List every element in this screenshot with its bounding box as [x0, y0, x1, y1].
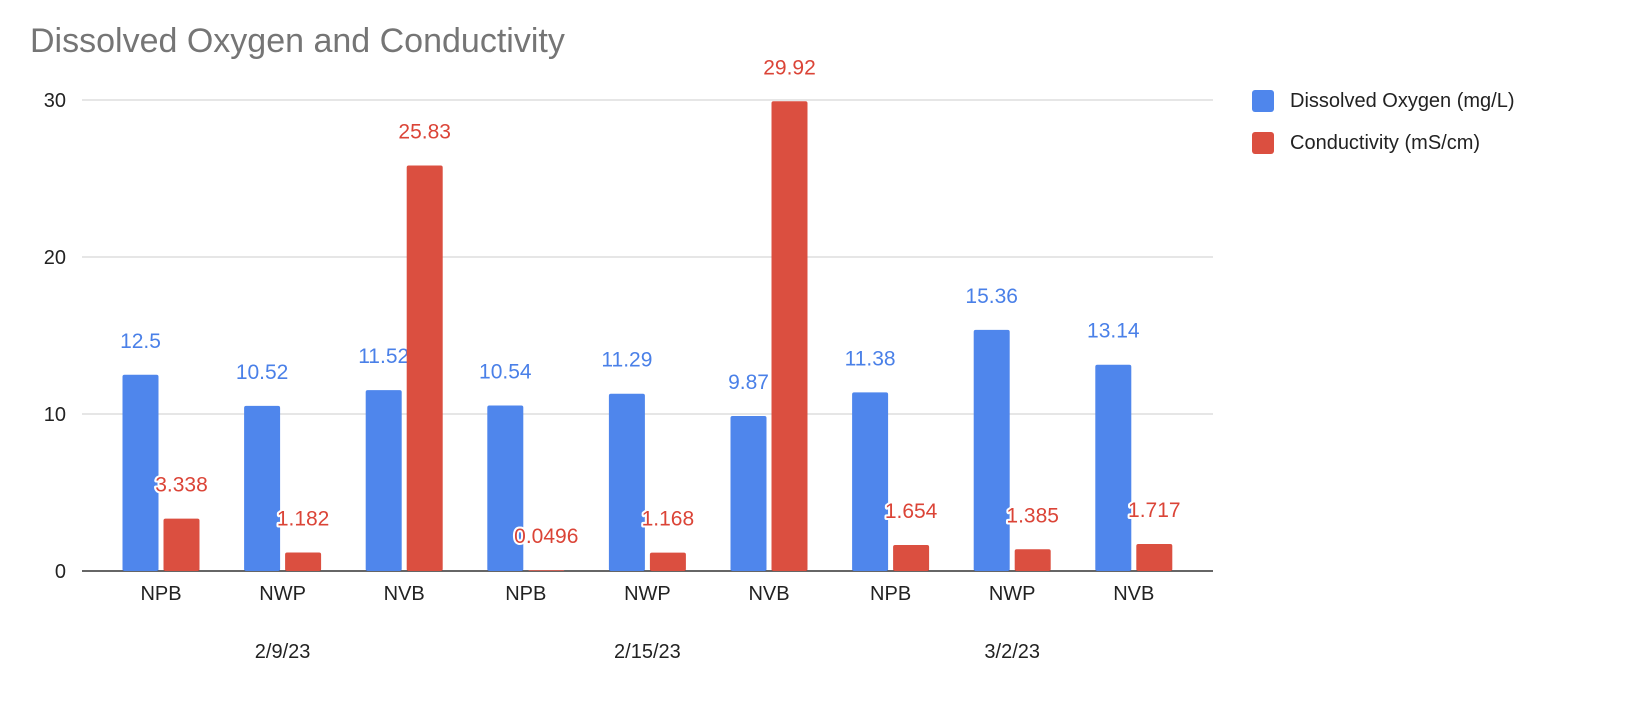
data-label-conductivity: 1.168	[642, 508, 695, 531]
bar-conductivity	[285, 552, 322, 571]
data-label-dissolved-oxygen: 9.87	[728, 371, 769, 394]
y-tick-label: 10	[44, 404, 66, 426]
x-group-label: 2/15/23	[614, 641, 681, 663]
x-tick-label: NPB	[870, 583, 911, 605]
y-tick-label: 30	[44, 90, 66, 112]
data-label-dissolved-oxygen: 11.52	[358, 345, 409, 368]
data-label-conductivity: 3.338	[155, 474, 208, 497]
data-label-dissolved-oxygen: 12.5	[120, 330, 161, 353]
x-tick-label: NPB	[505, 583, 546, 605]
legend-item-conductivity: Conductivity (mS/cm)	[1252, 128, 1515, 158]
data-label-conductivity: 1.717	[1128, 499, 1181, 522]
legend-label-conductivity: Conductivity (mS/cm)	[1290, 131, 1481, 154]
data-label-conductivity: 1.385	[1006, 504, 1059, 527]
bar-dissolved-oxygen	[122, 374, 159, 571]
data-label-conductivity: 1.182	[277, 507, 330, 530]
data-label-dissolved-oxygen: 10.54	[479, 361, 532, 384]
data-label-dissolved-oxygen: 10.52	[236, 361, 289, 384]
data-label-dissolved-oxygen: 11.38	[845, 347, 896, 370]
bar-dissolved-oxygen	[973, 329, 1010, 571]
x-tick-label: NVB	[748, 583, 789, 605]
bar-dissolved-oxygen	[730, 416, 767, 571]
bar-dissolved-oxygen	[365, 390, 402, 571]
y-tick-label: 20	[44, 247, 66, 269]
bar-conductivity	[771, 101, 808, 572]
x-tick-label: NWP	[259, 583, 306, 605]
data-label-conductivity: 1.654	[885, 500, 938, 523]
bar-conductivity	[1136, 544, 1173, 571]
bar-dissolved-oxygen	[244, 405, 281, 571]
x-group-label: 3/2/23	[984, 641, 1040, 663]
x-group-label: 2/9/23	[255, 641, 311, 663]
legend-item-dissolved-oxygen: Dissolved Oxygen (mg/L)	[1252, 86, 1515, 116]
bar-dissolved-oxygen	[1095, 364, 1132, 571]
data-label-conductivity: 29.92	[763, 56, 816, 79]
y-tick-label: 0	[55, 561, 66, 583]
bar-conductivity	[406, 165, 443, 571]
bar-dissolved-oxygen	[852, 392, 889, 571]
legend: Dissolved Oxygen (mg/L) Conductivity (mS…	[1252, 86, 1515, 170]
data-label-dissolved-oxygen: 15.36	[965, 285, 1018, 308]
x-tick-label: NVB	[1113, 583, 1154, 605]
bar-conductivity	[163, 518, 200, 571]
bar-conductivity	[528, 570, 565, 571]
x-tick-label: NWP	[624, 583, 671, 605]
data-label-dissolved-oxygen: 11.29	[601, 349, 652, 372]
x-tick-label: NPB	[140, 583, 181, 605]
data-label-conductivity: 0.0496	[514, 525, 578, 548]
chart-title: Dissolved Oxygen and Conductivity	[30, 22, 565, 60]
x-tick-label: NVB	[384, 583, 425, 605]
data-label-dissolved-oxygen: 13.14	[1087, 320, 1140, 343]
bar-dissolved-oxygen	[608, 393, 645, 571]
bar-conductivity	[893, 545, 930, 571]
bar-conductivity	[649, 552, 686, 571]
bar-conductivity	[1014, 549, 1051, 571]
legend-swatch-dissolved-oxygen	[1252, 90, 1274, 112]
bar-dissolved-oxygen	[487, 405, 524, 571]
data-label-conductivity: 25.83	[398, 120, 451, 143]
legend-swatch-conductivity	[1252, 132, 1274, 154]
legend-label-dissolved-oxygen: Dissolved Oxygen (mg/L)	[1290, 89, 1515, 112]
x-tick-label: NWP	[989, 583, 1036, 605]
